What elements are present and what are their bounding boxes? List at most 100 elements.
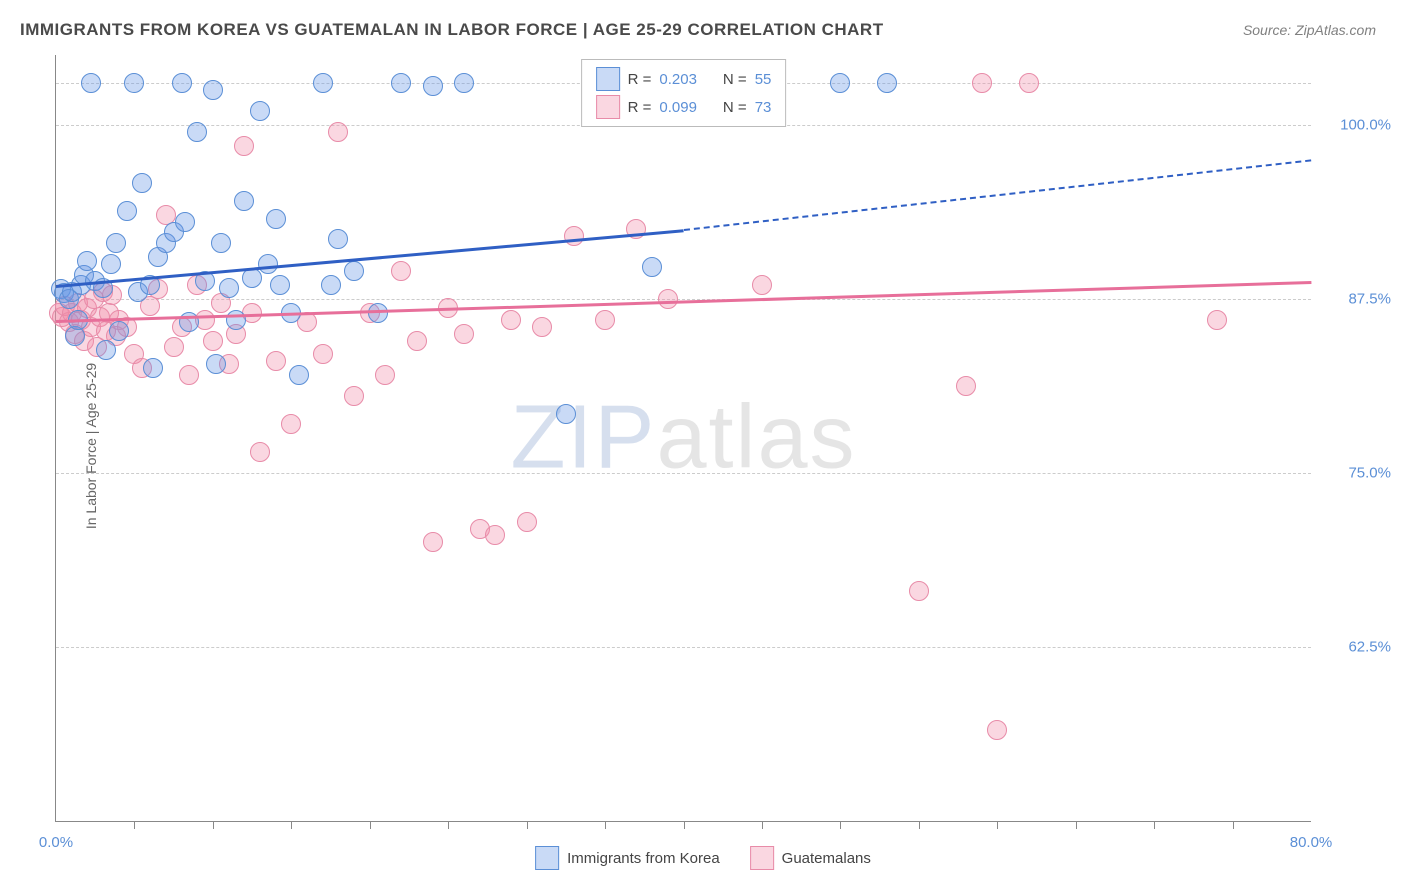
x-tick [840, 821, 841, 829]
x-tick-label: 0.0% [39, 834, 73, 851]
scatter-point-guatemala [313, 344, 333, 364]
scatter-point-korea [877, 73, 897, 93]
x-tick [134, 821, 135, 829]
scatter-point-guatemala [266, 351, 286, 371]
scatter-point-korea [187, 122, 207, 142]
scatter-point-guatemala [909, 581, 929, 601]
x-tick [605, 821, 606, 829]
scatter-point-korea [101, 254, 121, 274]
scatter-point-korea [454, 73, 474, 93]
scatter-point-korea [391, 73, 411, 93]
correlation-legend-row-korea: R = 0.203 N = 55 [596, 65, 772, 93]
y-tick-label: 62.5% [1321, 638, 1391, 655]
chart-title: IMMIGRANTS FROM KOREA VS GUATEMALAN IN L… [20, 20, 884, 40]
x-tick [919, 821, 920, 829]
x-tick [684, 821, 685, 829]
scatter-point-guatemala [164, 337, 184, 357]
series-legend: Immigrants from Korea Guatemalans [535, 846, 871, 870]
y-tick-label: 87.5% [1321, 290, 1391, 307]
scatter-point-guatemala [391, 261, 411, 281]
scatter-point-guatemala [328, 122, 348, 142]
scatter-point-korea [219, 278, 239, 298]
scatter-point-korea [143, 358, 163, 378]
x-tick [1154, 821, 1155, 829]
legend-r-label: R = [628, 99, 652, 116]
legend-n-label: N = [723, 99, 747, 116]
scatter-point-korea [258, 254, 278, 274]
x-tick [448, 821, 449, 829]
scatter-point-korea [328, 229, 348, 249]
scatter-point-guatemala [956, 376, 976, 396]
scatter-point-guatemala [1019, 73, 1039, 93]
scatter-point-guatemala [564, 226, 584, 246]
series-legend-item-guatemala: Guatemalans [750, 846, 871, 870]
watermark: ZIPatlas [510, 387, 856, 490]
legend-swatch-guatemala [750, 846, 774, 870]
legend-r-value-korea: 0.203 [659, 71, 697, 88]
scatter-point-guatemala [281, 414, 301, 434]
scatter-point-korea [226, 310, 246, 330]
scatter-point-guatemala [987, 720, 1007, 740]
legend-r-label: R = [628, 71, 652, 88]
scatter-point-guatemala [234, 136, 254, 156]
scatter-point-guatemala [501, 310, 521, 330]
scatter-point-guatemala [485, 525, 505, 545]
scatter-point-guatemala [423, 532, 443, 552]
x-tick [997, 821, 998, 829]
x-tick [1233, 821, 1234, 829]
trend-line-guatemala [56, 281, 1311, 322]
legend-n-label: N = [723, 71, 747, 88]
scatter-point-guatemala [203, 331, 223, 351]
scatter-point-korea [81, 73, 101, 93]
scatter-point-guatemala [407, 331, 427, 351]
scatter-point-guatemala [658, 289, 678, 309]
source-label: Source: ZipAtlas.com [1243, 22, 1376, 38]
scatter-point-guatemala [595, 310, 615, 330]
x-tick [370, 821, 371, 829]
scatter-point-guatemala [1207, 310, 1227, 330]
scatter-point-korea [132, 173, 152, 193]
scatter-point-korea [206, 354, 226, 374]
plot-area: ZIPatlas R =0.203N =55R =0.099N =73 62.5… [55, 55, 1311, 822]
scatter-point-korea [77, 251, 97, 271]
legend-swatch-korea [535, 846, 559, 870]
scatter-point-korea [172, 73, 192, 93]
legend-n-value-korea: 55 [755, 71, 772, 88]
series-legend-label-korea: Immigrants from Korea [567, 850, 720, 867]
series-legend-label-guatemala: Guatemalans [782, 850, 871, 867]
x-tick [291, 821, 292, 829]
scatter-point-korea [556, 404, 576, 424]
scatter-point-korea [423, 76, 443, 96]
scatter-point-korea [124, 73, 144, 93]
scatter-point-korea [106, 233, 126, 253]
legend-swatch-guatemala [596, 95, 620, 119]
x-tick [762, 821, 763, 829]
scatter-point-korea [117, 201, 137, 221]
scatter-point-guatemala [344, 386, 364, 406]
scatter-point-korea [344, 261, 364, 281]
gridline-h [56, 473, 1311, 474]
correlation-legend: R =0.203N =55R =0.099N =73 [581, 59, 787, 127]
scatter-point-korea [642, 257, 662, 277]
scatter-point-guatemala [179, 365, 199, 385]
legend-r-value-guatemala: 0.099 [659, 99, 697, 116]
scatter-point-korea [109, 321, 129, 341]
scatter-point-korea [830, 73, 850, 93]
series-legend-item-korea: Immigrants from Korea [535, 846, 720, 870]
scatter-point-guatemala [972, 73, 992, 93]
scatter-point-korea [289, 365, 309, 385]
legend-swatch-korea [596, 67, 620, 91]
scatter-point-korea [96, 340, 116, 360]
y-tick-label: 75.0% [1321, 464, 1391, 481]
scatter-point-guatemala [454, 324, 474, 344]
y-tick-label: 100.0% [1321, 116, 1391, 133]
scatter-point-korea [211, 233, 231, 253]
x-tick [213, 821, 214, 829]
x-tick [527, 821, 528, 829]
scatter-point-korea [234, 191, 254, 211]
scatter-point-guatemala [250, 442, 270, 462]
scatter-point-guatemala [752, 275, 772, 295]
trend-line-extension-korea [683, 159, 1311, 231]
scatter-point-korea [266, 209, 286, 229]
scatter-point-korea [175, 212, 195, 232]
